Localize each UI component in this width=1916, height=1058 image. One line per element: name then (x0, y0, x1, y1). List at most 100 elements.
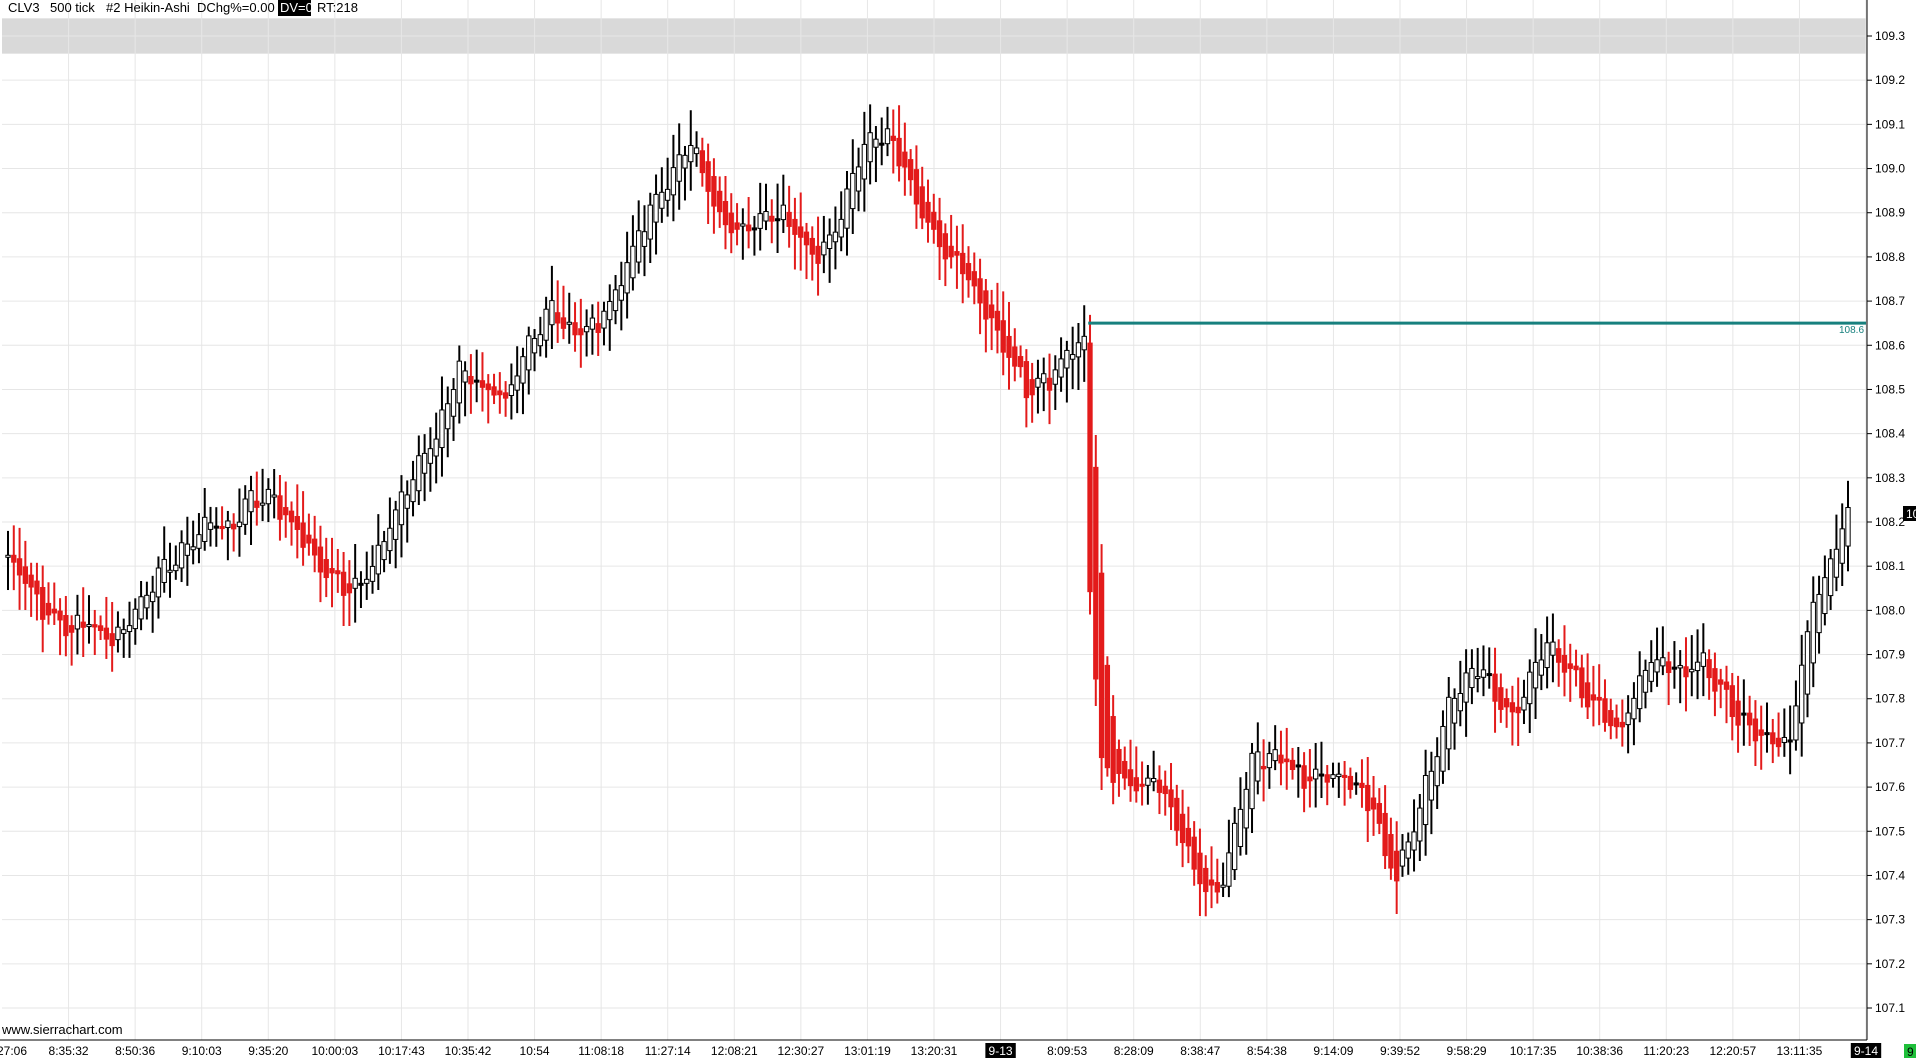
candle-body (699, 150, 706, 174)
candle-body (740, 223, 746, 227)
candle-body (1469, 667, 1475, 689)
candle-body (1399, 849, 1406, 867)
candle-body (45, 602, 52, 616)
candle-body (1098, 572, 1105, 759)
candle-body (1544, 642, 1550, 669)
candle-body (890, 135, 896, 142)
price-tick-label: 108.3 (1875, 471, 1905, 485)
candle-body (11, 554, 17, 563)
price-tick-label: 109.2 (1875, 73, 1905, 87)
candle-body (1741, 712, 1747, 716)
candle-body (1006, 335, 1012, 358)
candle-body (1735, 700, 1741, 726)
candle-body (531, 338, 538, 354)
candle-body (491, 386, 497, 396)
candle-body (1775, 737, 1782, 748)
price-tick-label: 108.9 (1875, 206, 1905, 220)
price-tick-label: 107.2 (1875, 957, 1905, 971)
time-tick-label: 13:20:31 (911, 1044, 958, 1058)
candle-body (1718, 679, 1724, 685)
candle-body (1451, 697, 1458, 724)
time-tick-label: 10:54 (520, 1044, 550, 1058)
candle-body (364, 578, 370, 584)
candle-body (479, 380, 486, 388)
candle-body (1174, 797, 1180, 831)
candle-body (902, 151, 908, 168)
candle-body (230, 523, 237, 530)
candle-body (283, 507, 289, 516)
price-tick-label: 107.1 (1875, 1001, 1905, 1015)
candle-body (1619, 721, 1626, 728)
candle-body (647, 204, 653, 240)
candle-body (1162, 785, 1168, 795)
candle-body (936, 220, 943, 248)
green-status-label: 9 (1907, 1045, 1914, 1058)
candle-body (1093, 466, 1099, 680)
axis-layer: 107.1 107.2 107.3 107.4 107.5 107.6 107.7 107.8… (0, 29, 1905, 1058)
candle-body (1752, 718, 1759, 742)
candle-body (1706, 659, 1712, 679)
green-status-badge (1904, 1044, 1916, 1058)
candle-body (618, 285, 624, 301)
candle-body (485, 383, 491, 391)
candle-body (670, 167, 677, 196)
candle-body (178, 542, 185, 569)
candle-body (1145, 777, 1151, 786)
candle-body (1515, 706, 1521, 714)
candle-body (913, 169, 920, 205)
candle-body (994, 310, 1001, 331)
candle-body (1203, 867, 1209, 893)
candle-body (861, 143, 868, 180)
candle-body (1613, 717, 1620, 728)
candle-body (1486, 673, 1492, 677)
price-tick-label: 107.8 (1875, 692, 1905, 706)
candle-body (803, 231, 810, 246)
candle-body (97, 625, 104, 631)
candle-body (1723, 681, 1730, 690)
candle-body (1255, 751, 1261, 782)
candle-body (537, 334, 543, 347)
candle-body (1434, 756, 1440, 787)
watermark: www.sierrachart.com (1, 1022, 123, 1037)
candle-body (1781, 736, 1788, 743)
candle-body (173, 564, 179, 572)
time-tick-label: 13:01:19 (844, 1044, 891, 1058)
price-tick-label: 107.4 (1875, 868, 1905, 882)
candle-body (1532, 661, 1539, 689)
candle-body (844, 188, 850, 229)
header-study: #2 Heikin-Ashi (106, 0, 190, 15)
candle-body (1827, 558, 1834, 597)
candle-body (1556, 648, 1562, 663)
candle-body (1538, 659, 1544, 676)
candle-body (439, 409, 445, 449)
candle-body (595, 323, 601, 333)
candle-body (1243, 788, 1249, 829)
candle-body (1804, 631, 1811, 695)
candle-body (838, 218, 844, 238)
candle-body (352, 577, 358, 589)
candle-body (873, 138, 879, 148)
candle-body (1677, 665, 1683, 669)
candle-body (300, 522, 306, 548)
candle-body (624, 262, 630, 294)
candle-body (502, 392, 509, 399)
candle-body (508, 384, 515, 396)
candle-body (1347, 775, 1354, 790)
horizontal-line-layer: 108.6 (1088, 321, 1866, 336)
candle-body (1694, 661, 1701, 672)
chart-header: CLV3 500 tick #2 Heikin-Ashi DChg%=0.00 … (8, 0, 358, 16)
candle-body (589, 317, 596, 330)
candle-body (971, 271, 977, 287)
candle-body (1503, 698, 1510, 708)
candle-body (1289, 759, 1296, 771)
candle-body (1220, 884, 1226, 888)
candle-body (1260, 765, 1267, 770)
candle-body (340, 571, 347, 596)
candle-body (1770, 732, 1776, 745)
candle-body (1017, 356, 1024, 368)
candle-body (636, 230, 642, 263)
candle-body (184, 543, 191, 556)
price-tick-label: 108.2 (1875, 515, 1905, 529)
candle-body (780, 204, 787, 221)
